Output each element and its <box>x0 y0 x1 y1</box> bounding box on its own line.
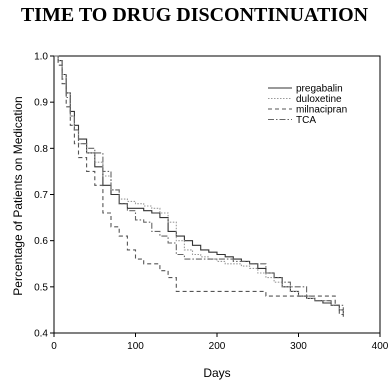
series-line-milnacipran <box>54 55 344 320</box>
series-line-tca <box>54 55 344 310</box>
y-axis-label: Percentage of Patients on Medication <box>11 96 25 295</box>
x-tick-label: 300 <box>290 341 307 352</box>
x-tick-label: 100 <box>127 341 144 352</box>
legend-label: pregabalin <box>296 84 343 95</box>
y-tick-label: 0.8 <box>34 144 48 155</box>
y-tick-label: 0.5 <box>34 282 48 293</box>
x-tick-label: 0 <box>51 341 57 352</box>
x-axis-label: Days <box>203 366 230 380</box>
y-tick-label: 0.6 <box>34 236 48 247</box>
series-lines <box>54 55 344 320</box>
y-tick-label: 0.4 <box>34 329 48 340</box>
legend-label: duloxetine <box>296 94 342 105</box>
chart-title: TIME TO DRUG DISCONTINUATION <box>20 4 369 26</box>
axes: 0 100 200 300 400 0.4 0.5 0.6 0.7 0.8 0.9 1.0 <box>34 52 389 353</box>
legend-label: TCA <box>296 115 316 126</box>
y-tick-label: 1.0 <box>34 52 48 63</box>
legend-label: milnacipran <box>296 105 347 116</box>
x-tick-label: 200 <box>209 341 226 352</box>
x-tick-label: 400 <box>372 341 389 352</box>
y-tick-label: 0.9 <box>34 98 48 109</box>
y-tick-label: 0.7 <box>34 190 48 201</box>
